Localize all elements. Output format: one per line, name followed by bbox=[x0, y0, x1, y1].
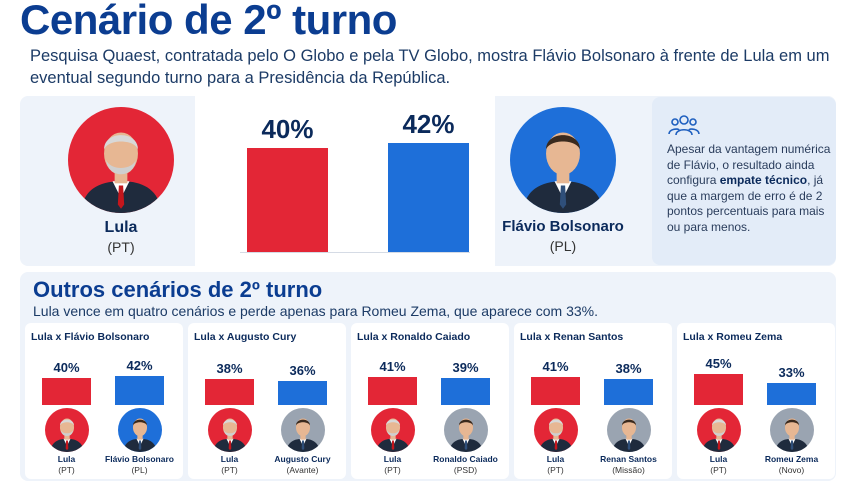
candidate-photo bbox=[370, 408, 415, 452]
candidate-name: Flávio Bolsonaro bbox=[502, 218, 624, 235]
scenario-bar-lula bbox=[42, 377, 91, 405]
candidate-name: Lula bbox=[104, 219, 138, 236]
candidate-photo bbox=[696, 408, 741, 452]
scenario-value-label: 45% bbox=[705, 356, 732, 372]
scenario-bar-opponent bbox=[278, 380, 327, 405]
scenario-value-label: 36% bbox=[289, 362, 316, 378]
candidate-party: (PT) bbox=[221, 465, 238, 475]
candidate-party: (PT) bbox=[58, 465, 75, 475]
candidate-name: Lula bbox=[709, 454, 728, 464]
candidate-photo bbox=[44, 408, 89, 452]
page-subtitle: Pesquisa Quaest, contratada pelo O Globo… bbox=[30, 47, 830, 87]
scenario-title: Lula x Ronaldo Caiado bbox=[357, 331, 471, 343]
candidate-name: Flávio Bolsonaro bbox=[105, 454, 174, 464]
candidate-name: Ronaldo Caiado bbox=[433, 454, 498, 464]
main-bar-flavio bbox=[388, 142, 469, 252]
scenario-value-label: 40% bbox=[53, 359, 80, 375]
candidate-party: (Missão) bbox=[612, 465, 645, 475]
other-scenarios-subtitle: Lula vence em quatro cenários e perde ap… bbox=[33, 303, 599, 319]
scenario-value-label: 38% bbox=[216, 361, 243, 377]
candidate-name: Lula bbox=[546, 454, 565, 464]
main-chart-baseline bbox=[240, 252, 470, 253]
scenario-card: Lula x Renan Santos 41% Lula (PT) 38% Renan S… bbox=[514, 323, 672, 479]
scenario-title: Lula x Romeu Zema bbox=[683, 331, 783, 343]
scenario-value-label: 39% bbox=[452, 360, 479, 376]
candidate-name: Lula bbox=[57, 454, 76, 464]
candidate-party: (PT) bbox=[710, 465, 727, 475]
scenario-bar-opponent bbox=[441, 378, 490, 405]
main-value-label: 42% bbox=[402, 108, 455, 139]
candidate-photo bbox=[510, 107, 616, 213]
scenario-bar-opponent bbox=[115, 376, 164, 405]
candidate-party: (PL) bbox=[131, 465, 148, 475]
scenario-bar-lula bbox=[368, 377, 417, 405]
candidate-name: Renan Santos bbox=[600, 454, 657, 464]
scenario-card: Lula x Flávio Bolsonaro 40% Lula (PT) 42% Flá… bbox=[25, 323, 183, 479]
note-highlight: empate técnico bbox=[719, 173, 808, 187]
candidate-photo bbox=[68, 107, 174, 213]
scenario-value-label: 41% bbox=[379, 359, 406, 375]
candidate-party: (PL) bbox=[549, 238, 577, 254]
main-bar-lula bbox=[247, 148, 328, 252]
scenario-value-label: 33% bbox=[778, 364, 805, 380]
scenario-bar-opponent bbox=[604, 379, 653, 405]
candidate-photo bbox=[280, 408, 325, 452]
candidate-party: (PSD) bbox=[453, 465, 478, 475]
scenario-bar-lula bbox=[531, 377, 580, 405]
scenario-bar-lula bbox=[694, 374, 743, 405]
candidate-name: Lula bbox=[220, 454, 239, 464]
main-value-label: 40% bbox=[261, 114, 314, 144]
candidate-photo bbox=[606, 408, 651, 452]
candidate-party: (PT) bbox=[384, 465, 401, 475]
candidate-name: Augusto Cury bbox=[274, 454, 331, 464]
candidate-party: (PT) bbox=[107, 239, 135, 255]
candidate-photo bbox=[207, 408, 252, 452]
candidate-photo bbox=[443, 408, 488, 452]
scenario-value-label: 42% bbox=[126, 358, 153, 374]
note-text: Apesar da vantagem numérica de Flávio, o… bbox=[667, 142, 831, 234]
candidate-name: Lula bbox=[383, 454, 402, 464]
candidate-party: (Avante) bbox=[286, 465, 319, 475]
note-box bbox=[652, 97, 836, 265]
people-group-icon bbox=[668, 113, 700, 142]
candidate-photo bbox=[533, 408, 578, 452]
candidate-name: Romeu Zema bbox=[764, 454, 819, 464]
scenario-card: Lula x Ronaldo Caiado 41% Lula (PT) 39% Ronal… bbox=[351, 323, 509, 479]
scenario-card: Lula x Romeu Zema 45% Lula (PT) 33% Romeu Zem… bbox=[677, 323, 835, 479]
scenario-title: Lula x Augusto Cury bbox=[194, 331, 297, 343]
scenario-value-label: 41% bbox=[542, 359, 569, 375]
candidate-photo bbox=[117, 408, 162, 452]
scenario-title: Lula x Flávio Bolsonaro bbox=[31, 331, 150, 343]
candidate-photo bbox=[769, 408, 814, 452]
candidate-party: (PT) bbox=[547, 465, 564, 475]
other-scenarios-title: Outros cenários de 2º turno bbox=[33, 277, 323, 302]
candidate-party: (Novo) bbox=[778, 465, 805, 475]
scenario-value-label: 38% bbox=[615, 361, 642, 377]
scenario-card: Lula x Augusto Cury 38% Lula (PT) 36% Augusto… bbox=[188, 323, 346, 479]
scenario-bar-lula bbox=[205, 379, 254, 405]
page-title: Cenário de 2º turno bbox=[20, 0, 397, 43]
scenario-bar-opponent bbox=[767, 382, 816, 405]
scenario-title: Lula x Renan Santos bbox=[520, 331, 624, 343]
